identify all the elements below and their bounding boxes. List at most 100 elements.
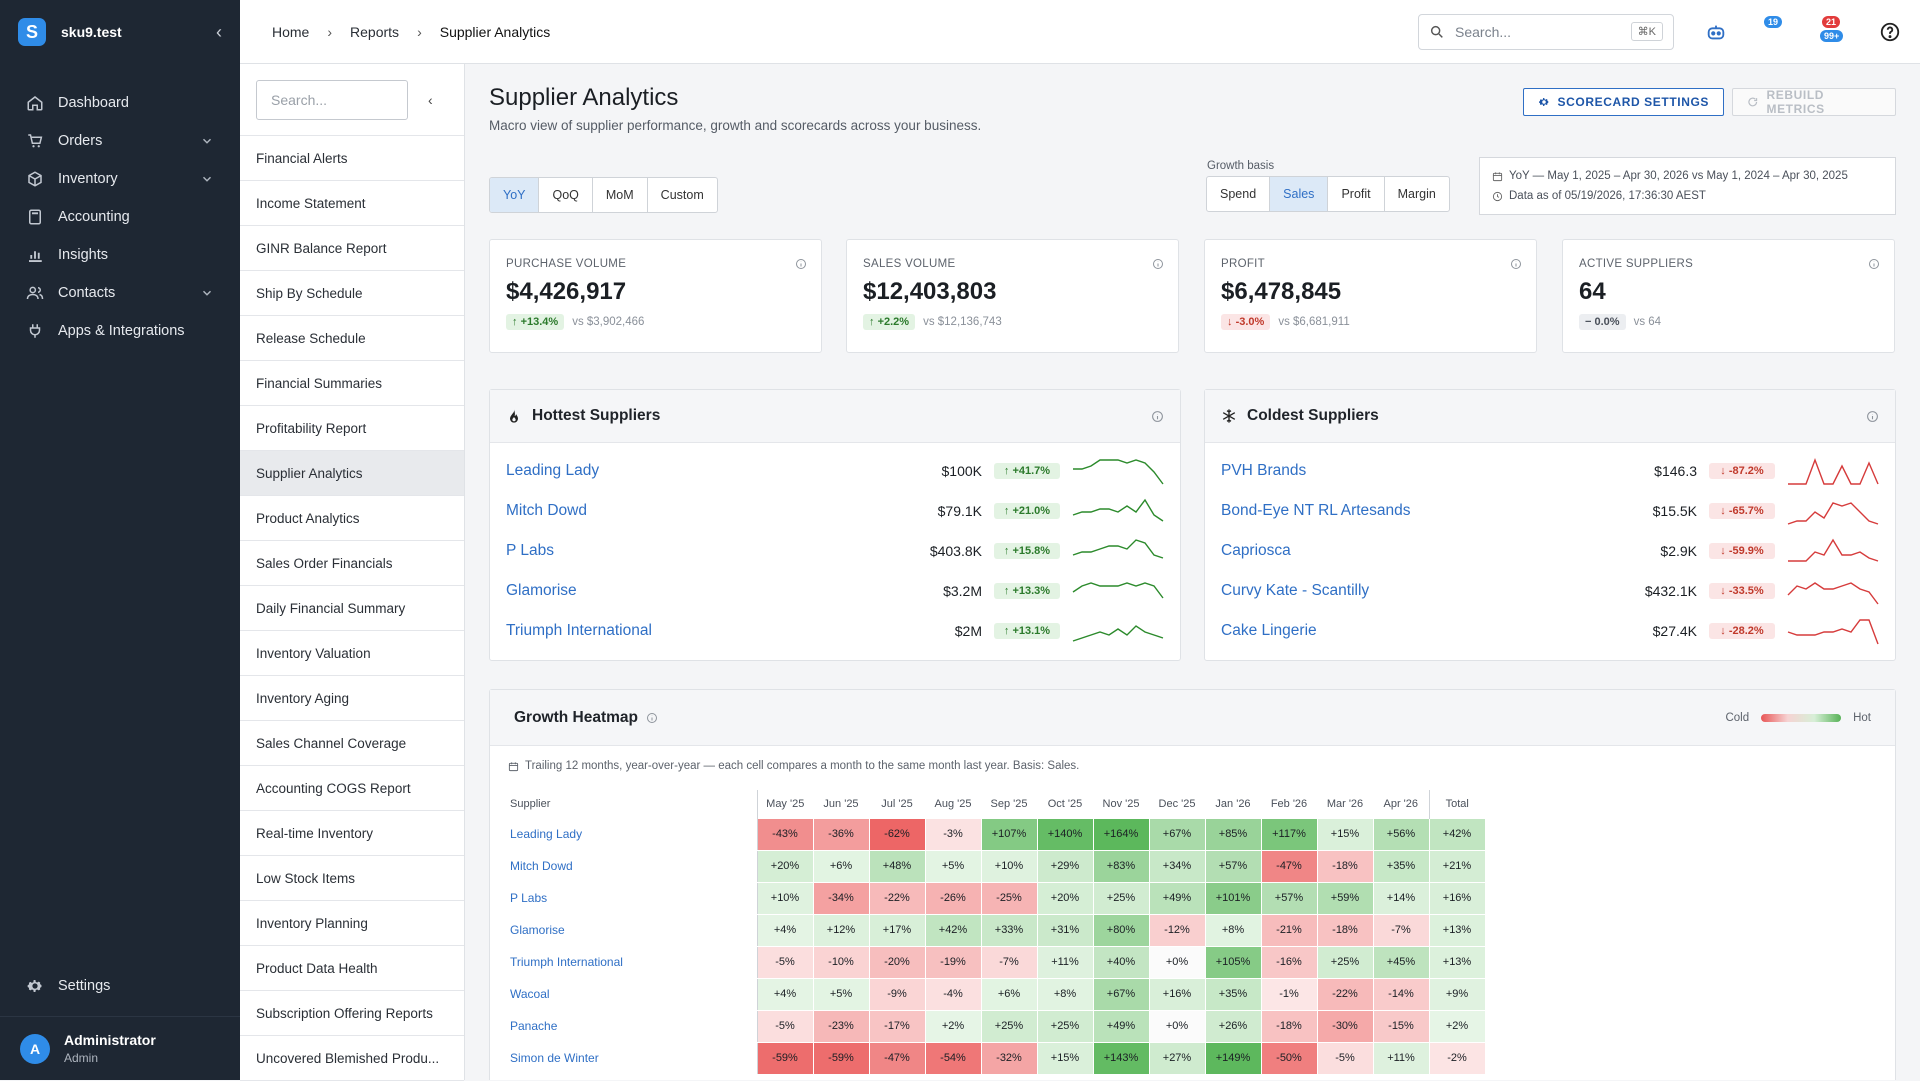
heatmap-cell[interactable]: +25%	[1316, 945, 1374, 979]
heatmap-cell[interactable]: -10%	[812, 945, 870, 979]
heatmap-cell[interactable]: +101%	[1204, 881, 1262, 915]
chevron-down-icon[interactable]	[200, 172, 214, 186]
heatmap-cell[interactable]: +80%	[1092, 913, 1150, 947]
report-list-item[interactable]: Daily Financial Summary	[240, 586, 464, 631]
supplier-link[interactable]: Simon de Winter	[510, 1051, 599, 1065]
report-list-item[interactable]: Uncovered Blemished Produ...	[240, 1036, 464, 1081]
heatmap-cell[interactable]: +117%	[1260, 817, 1318, 851]
heatmap-cell[interactable]: +2%	[924, 1009, 982, 1043]
heatmap-cell[interactable]: -20%	[868, 945, 926, 979]
supplier-link[interactable]: PVH Brands	[1221, 462, 1307, 479]
heatmap-cell[interactable]: -18%	[1316, 913, 1374, 947]
heatmap-cell[interactable]: -50%	[1260, 1041, 1318, 1075]
report-list-item[interactable]: GINR Balance Report	[240, 226, 464, 271]
report-list-item[interactable]: Accounting COGS Report	[240, 766, 464, 811]
heatmap-cell[interactable]: +83%	[1092, 849, 1150, 883]
report-list-item[interactable]: Release Schedule	[240, 316, 464, 361]
info-icon[interactable]	[1868, 258, 1880, 270]
heatmap-cell[interactable]: +57%	[1260, 881, 1318, 915]
sidebar-item-apps-integrations[interactable]: Apps & Integrations	[0, 312, 240, 350]
heatmap-cell[interactable]: +4%	[756, 913, 814, 947]
heatmap-cell[interactable]: -22%	[1316, 977, 1374, 1011]
supplier-link[interactable]: Cake Lingerie	[1221, 622, 1317, 639]
report-list-item[interactable]: Sales Order Financials	[240, 541, 464, 586]
heatmap-cell[interactable]: -15%	[1372, 1009, 1430, 1043]
user-profile[interactable]: A Administrator Admin	[0, 1016, 240, 1080]
heatmap-column-header[interactable]: Jan '26	[1215, 797, 1251, 810]
breadcrumb-home[interactable]: Home	[272, 23, 310, 40]
heatmap-cell[interactable]: +49%	[1092, 1009, 1150, 1043]
heatmap-cell[interactable]: +5%	[812, 977, 870, 1011]
heatmap-cell[interactable]: +10%	[756, 881, 814, 915]
heatmap-cell[interactable]: +35%	[1372, 849, 1430, 883]
heatmap-cell[interactable]: +140%	[1036, 817, 1094, 851]
heatmap-cell[interactable]: +15%	[1036, 1041, 1094, 1075]
heatmap-cell[interactable]: +45%	[1372, 945, 1430, 979]
heatmap-cell[interactable]: -1%	[1260, 977, 1318, 1011]
report-list-item[interactable]: Ship By Schedule	[240, 271, 464, 316]
heatmap-cell[interactable]: +29%	[1036, 849, 1094, 883]
global-search[interactable]: Search... ⌘K	[1418, 13, 1674, 50]
supplier-link[interactable]: Triumph International	[510, 955, 623, 969]
heatmap-column-header[interactable]: Mar '26	[1326, 797, 1364, 810]
report-list-item[interactable]: Sales Channel Coverage	[240, 721, 464, 766]
heatmap-cell[interactable]: +16%	[1148, 977, 1206, 1011]
heatmap-cell[interactable]: +164%	[1092, 817, 1150, 851]
chevron-down-icon[interactable]	[200, 134, 214, 148]
heatmap-column-header[interactable]: Feb '26	[1270, 797, 1308, 810]
sidebar-item-dashboard[interactable]: Dashboard	[0, 84, 240, 122]
period-option-qoq[interactable]: QoQ	[539, 178, 593, 212]
info-icon[interactable]	[1151, 410, 1164, 423]
heatmap-cell[interactable]: +6%	[812, 849, 870, 883]
heatmap-cell[interactable]: +48%	[868, 849, 926, 883]
heatmap-cell[interactable]: -26%	[924, 881, 982, 915]
heatmap-cell[interactable]: +27%	[1148, 1041, 1206, 1075]
report-list-item[interactable]: Financial Alerts	[240, 136, 464, 181]
heatmap-cell[interactable]: +8%	[1204, 913, 1262, 947]
report-list-item[interactable]: Product Data Health	[240, 946, 464, 991]
collapse-panel-icon[interactable]: ‹	[428, 91, 433, 108]
heatmap-cell[interactable]: -4%	[924, 977, 982, 1011]
heatmap-cell[interactable]: +15%	[1316, 817, 1374, 851]
heatmap-column-header[interactable]: May '25	[756, 790, 813, 818]
heatmap-cell[interactable]: -12%	[1148, 913, 1206, 947]
heatmap-cell[interactable]: -7%	[980, 945, 1038, 979]
heatmap-cell[interactable]: +34%	[1148, 849, 1206, 883]
heatmap-cell[interactable]: -21%	[1260, 913, 1318, 947]
heatmap-cell[interactable]: +56%	[1372, 817, 1430, 851]
heatmap-column-header[interactable]: Dec '25	[1158, 797, 1196, 810]
heatmap-cell[interactable]: +11%	[1036, 945, 1094, 979]
heatmap-cell[interactable]: -23%	[812, 1009, 870, 1043]
heatmap-cell[interactable]: +35%	[1204, 977, 1262, 1011]
report-list-item[interactable]: Inventory Planning	[240, 901, 464, 946]
heatmap-cell[interactable]: +25%	[980, 1009, 1038, 1043]
heatmap-column-header[interactable]: Jun '25	[823, 797, 859, 810]
report-list-item[interactable]: Low Stock Items	[240, 856, 464, 901]
heatmap-cell[interactable]: +0%	[1148, 945, 1206, 979]
heatmap-cell[interactable]: +107%	[980, 817, 1038, 851]
heatmap-cell[interactable]: -14%	[1372, 977, 1430, 1011]
period-option-mom[interactable]: MoM	[593, 178, 648, 212]
report-list-item[interactable]: Subscription Offering Reports	[240, 991, 464, 1036]
heatmap-cell[interactable]: +105%	[1204, 945, 1262, 979]
heatmap-cell[interactable]: -30%	[1316, 1009, 1374, 1043]
updates-button[interactable]: 19	[1754, 12, 1794, 52]
sidebar-item-settings[interactable]: Settings	[0, 966, 240, 1006]
heatmap-cell[interactable]: -54%	[924, 1041, 982, 1075]
heatmap-cell[interactable]: -34%	[812, 881, 870, 915]
heatmap-cell[interactable]: +25%	[1036, 1009, 1094, 1043]
report-list-item[interactable]: Income Statement	[240, 181, 464, 226]
heatmap-cell[interactable]: +17%	[868, 913, 926, 947]
supplier-link[interactable]: Mitch Dowd	[510, 859, 573, 873]
heatmap-cell[interactable]: -59%	[756, 1041, 814, 1075]
heatmap-cell[interactable]: -18%	[1316, 849, 1374, 883]
supplier-link[interactable]: Leading Lady	[506, 462, 600, 479]
chevron-down-icon[interactable]	[200, 286, 214, 300]
heatmap-cell[interactable]: +20%	[756, 849, 814, 883]
supplier-link[interactable]: Capriosca	[1221, 542, 1291, 559]
heatmap-cell[interactable]: +31%	[1036, 913, 1094, 947]
info-icon[interactable]	[1866, 410, 1879, 423]
heatmap-cell[interactable]: +8%	[1036, 977, 1094, 1011]
supplier-link[interactable]: P Labs	[510, 891, 548, 905]
heatmap-cell[interactable]: -36%	[812, 817, 870, 851]
